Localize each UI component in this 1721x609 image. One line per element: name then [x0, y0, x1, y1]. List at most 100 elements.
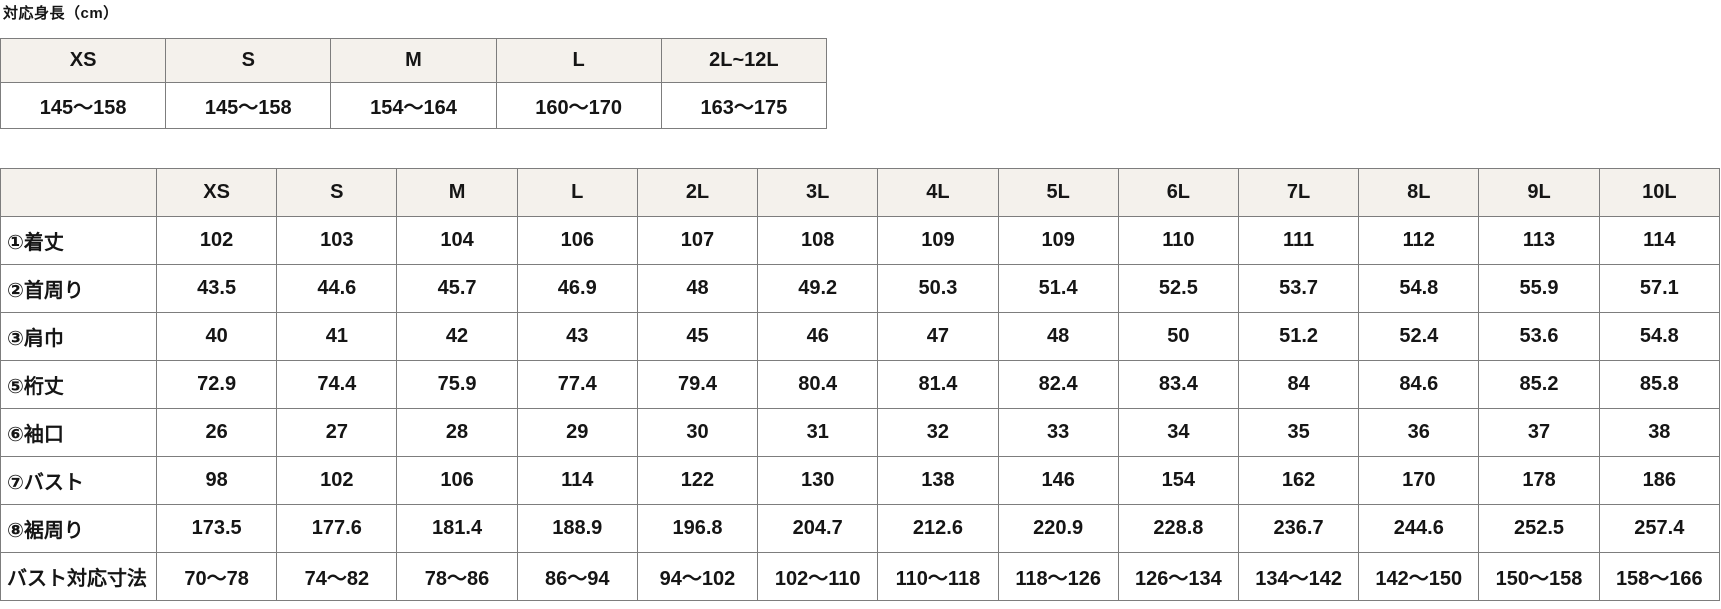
measurement-value-cell: 43.5 [155, 264, 278, 313]
measurement-row-label: ①着丈 [0, 216, 157, 265]
height-size-header: XS [0, 38, 167, 83]
size-column-header: 5L [997, 168, 1119, 217]
measurement-value-cell: 158〜166 [1598, 552, 1721, 601]
measurement-value-cell: 50.3 [877, 264, 999, 313]
measurement-value-cell: 102 [155, 216, 278, 265]
measurement-value-cell: 47 [877, 312, 999, 361]
measurement-value-cell: 28 [396, 408, 518, 457]
measurement-value-cell: 102〜110 [757, 552, 879, 601]
measurement-value-cell: 86〜94 [516, 552, 638, 601]
measurement-value-cell: 74.4 [276, 360, 398, 409]
measurement-row: ①着丈 102 103 104 106 107 108 109 109 110 111 112 113 1… [0, 216, 1721, 265]
measurement-value-cell: 41 [276, 312, 398, 361]
height-range-cell: 154〜164 [330, 82, 497, 129]
measurement-value-cell: 84 [1237, 360, 1360, 409]
measurement-value-cell: 178 [1478, 456, 1600, 505]
measurement-value-cell: 54.8 [1358, 264, 1480, 313]
measurement-value-cell: 40 [155, 312, 278, 361]
measurement-value-cell: 45.7 [396, 264, 518, 313]
measurement-value-cell: 98 [155, 456, 278, 505]
measurement-value-cell: 177.6 [276, 504, 398, 553]
measurement-value-cell: 102 [276, 456, 398, 505]
measurement-value-cell: 112 [1358, 216, 1480, 265]
measurement-value-cell: 45 [636, 312, 759, 361]
measurement-value-cell: 181.4 [396, 504, 518, 553]
measurement-value-cell: 130 [757, 456, 879, 505]
measurement-value-cell: 75.9 [396, 360, 518, 409]
page-title: 対応身長（cm） [3, 5, 119, 22]
measurement-value-cell: 53.7 [1237, 264, 1360, 313]
measurement-value-cell: 107 [636, 216, 759, 265]
size-column-header: 7L [1237, 168, 1360, 217]
measurement-row: ③肩巾 40 41 42 43 45 46 47 48 50 51.2 52.4 53.6 54.8 [0, 312, 1721, 361]
measurement-value-cell: 51.2 [1237, 312, 1360, 361]
measurement-value-cell: 170 [1358, 456, 1480, 505]
measurement-value-cell: 162 [1237, 456, 1360, 505]
measurement-value-cell: 85.2 [1478, 360, 1600, 409]
measurement-value-cell: 50 [1117, 312, 1239, 361]
size-column-header: M [396, 168, 518, 217]
measurement-value-cell: 74〜82 [276, 552, 398, 601]
measurement-value-cell: 33 [997, 408, 1119, 457]
measurement-value-cell: 32 [877, 408, 999, 457]
measurement-value-cell: 188.9 [516, 504, 638, 553]
size-column-header: S [276, 168, 398, 217]
height-size-header: M [330, 38, 497, 83]
measurement-value-cell: 104 [396, 216, 518, 265]
measurement-value-cell: 82.4 [997, 360, 1119, 409]
measurement-value-cell: 138 [877, 456, 999, 505]
measurement-value-cell: 35 [1237, 408, 1360, 457]
height-range-cell: 145〜158 [165, 82, 332, 129]
measurement-value-cell: 220.9 [997, 504, 1119, 553]
measurement-row-label: ⑥袖口 [0, 408, 157, 457]
height-range-cell: 160〜170 [495, 82, 662, 129]
height-table-header-row: XS S M L 2L~12L [0, 38, 828, 83]
measurement-value-cell: 173.5 [155, 504, 278, 553]
measurement-value-cell: 142〜150 [1358, 552, 1480, 601]
measurement-row: ⑤桁丈 72.9 74.4 75.9 77.4 79.4 80.4 81.4 82.4 83.4 8… [0, 360, 1721, 409]
measurement-value-cell: 126〜134 [1117, 552, 1239, 601]
size-column-header: 10L [1598, 168, 1721, 217]
measurement-value-cell: 114 [1598, 216, 1721, 265]
measurement-value-cell: 110〜118 [877, 552, 999, 601]
size-column-header: L [516, 168, 638, 217]
height-size-header: 2L~12L [660, 38, 828, 83]
measurement-value-cell: 52.5 [1117, 264, 1239, 313]
measurement-value-cell: 154 [1117, 456, 1239, 505]
size-column-header: XS [155, 168, 278, 217]
height-range-cell: 163〜175 [660, 82, 828, 129]
measurement-value-cell: 252.5 [1478, 504, 1600, 553]
size-column-header: 9L [1478, 168, 1600, 217]
height-size-header: L [495, 38, 662, 83]
height-range-cell: 145〜158 [0, 82, 167, 129]
measurement-value-cell: 53.6 [1478, 312, 1600, 361]
measurement-value-cell: 27 [276, 408, 398, 457]
size-column-header: 3L [757, 168, 879, 217]
measurement-row-label: ⑦バスト [0, 456, 157, 505]
measurement-value-cell: 106 [396, 456, 518, 505]
size-table-corner-cell [0, 168, 157, 217]
size-table-header-row: XS S M L 2L 3L 4L 5L 6L 7L 8L 9L 10L [0, 168, 1721, 217]
measurement-value-cell: 48 [636, 264, 759, 313]
measurement-row: ⑥袖口 26 27 28 29 30 31 32 33 34 35 36 37 38 [0, 408, 1721, 457]
measurement-value-cell: 31 [757, 408, 879, 457]
measurement-value-cell: 52.4 [1358, 312, 1480, 361]
measurement-value-cell: 186 [1598, 456, 1721, 505]
measurement-row: バスト対応寸法 70〜78 74〜82 78〜86 86〜94 94〜102 102〜110… [0, 552, 1721, 601]
measurement-value-cell: 80.4 [757, 360, 879, 409]
measurement-value-cell: 122 [636, 456, 759, 505]
measurement-row-label: ⑧裾周り [0, 504, 157, 553]
height-table-value-row: 145〜158 145〜158 154〜164 160〜170 163〜175 [0, 82, 828, 129]
measurement-value-cell: 85.8 [1598, 360, 1721, 409]
measurement-value-cell: 72.9 [155, 360, 278, 409]
height-table: XS S M L 2L~12L 145〜158 145〜158 154〜164 160〜170… [0, 38, 828, 129]
measurement-value-cell: 37 [1478, 408, 1600, 457]
measurement-value-cell: 42 [396, 312, 518, 361]
measurement-value-cell: 118〜126 [997, 552, 1119, 601]
measurement-value-cell: 103 [276, 216, 398, 265]
measurement-value-cell: 44.6 [276, 264, 398, 313]
measurement-row-label: バスト対応寸法 [0, 552, 157, 601]
measurement-value-cell: 51.4 [997, 264, 1119, 313]
measurement-value-cell: 244.6 [1358, 504, 1480, 553]
measurement-value-cell: 106 [516, 216, 638, 265]
